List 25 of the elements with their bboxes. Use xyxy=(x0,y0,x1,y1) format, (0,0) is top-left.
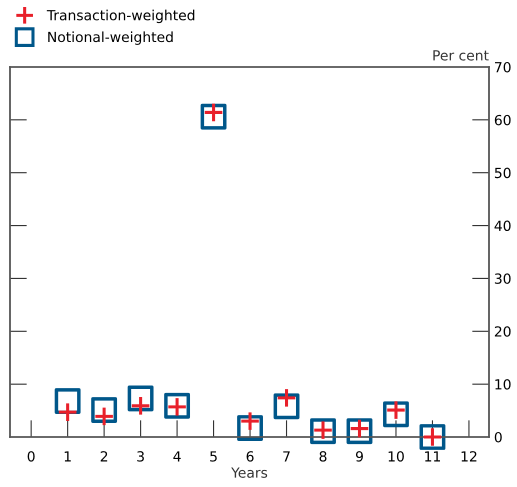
x-tick-label: 4 xyxy=(173,451,181,462)
x-tick-label: 10 xyxy=(388,451,404,462)
legend-label: Transaction-weighted xyxy=(46,10,194,24)
x-tick-label: 12 xyxy=(462,451,476,462)
x-tick-label: 7 xyxy=(283,451,290,462)
y-tick-label: 40 xyxy=(494,220,511,232)
y-tick-label: 50 xyxy=(494,168,511,178)
x-tick-label: 6 xyxy=(246,451,254,462)
x-axis-title: Years xyxy=(231,468,268,478)
x-tick-label: 1 xyxy=(64,451,71,462)
y-tick-label: 30 xyxy=(494,273,511,284)
y-tick-label: 20 xyxy=(494,326,511,337)
x-tick-label: 0 xyxy=(28,451,35,462)
x-tick-label: 3 xyxy=(137,451,144,462)
x-tick-label: 11 xyxy=(425,451,440,462)
x-tick-label: 8 xyxy=(320,451,326,462)
y-tick-label: 10 xyxy=(495,379,511,390)
y-axis-title: Per cent xyxy=(433,50,489,61)
legend-label: Notional-weighted xyxy=(48,31,173,45)
y-tick-label: 60 xyxy=(494,114,511,126)
x-tick-label: 5 xyxy=(210,451,217,462)
x-tick-label: 9 xyxy=(356,451,363,462)
x-tick-label: 2 xyxy=(100,451,108,462)
y-tick-label: 0 xyxy=(494,432,502,442)
y-tick-label: 70 xyxy=(495,62,511,72)
